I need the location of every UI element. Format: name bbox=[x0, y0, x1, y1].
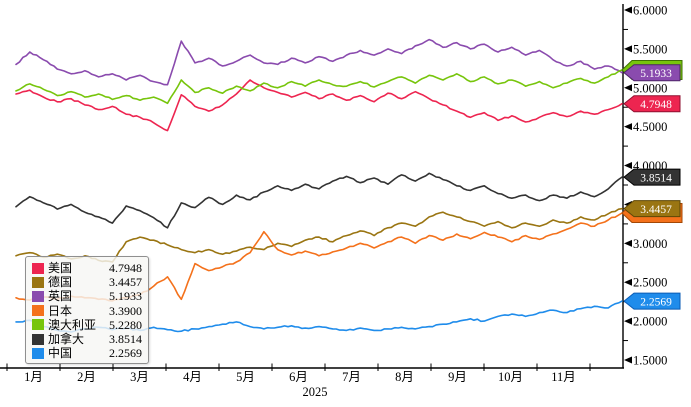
legend-label-japan: 日本 bbox=[48, 303, 73, 318]
x-tick-label: 2月 bbox=[77, 370, 96, 384]
y-tick-label: 6.0000 bbox=[633, 4, 667, 18]
x-tick-label: 1月 bbox=[24, 370, 43, 384]
legend-value-australia: 5.2280 bbox=[109, 317, 142, 332]
y-tick-label: 2.0000 bbox=[633, 315, 667, 329]
legend-value-uk: 5.1933 bbox=[109, 289, 142, 304]
legend-item-canada[interactable]: 加拿大 3.8514 bbox=[32, 332, 142, 346]
axis-badge-us bbox=[623, 95, 681, 113]
legend-label-china: 中国 bbox=[48, 346, 73, 361]
year-label: 2025 bbox=[303, 385, 328, 399]
legend-value-china: 2.2569 bbox=[109, 346, 142, 361]
series-line-canada bbox=[15, 172, 623, 229]
x-tick-label: 6月 bbox=[289, 370, 308, 384]
legend: 美国 4.7948 德国 3.4457 英国 5.1933 日本 3.3900 澳大利亚 5.22… bbox=[25, 256, 149, 365]
series-line-germany bbox=[15, 207, 623, 263]
legend-label-us: 美国 bbox=[48, 261, 73, 275]
axes bbox=[0, 4, 624, 369]
legend-item-japan[interactable]: 日本 3.3900 bbox=[32, 304, 142, 318]
y-tick-label: 3.0000 bbox=[633, 237, 667, 251]
y-tick-label: 5.0000 bbox=[633, 81, 667, 95]
x-tick-label: 4月 bbox=[183, 370, 202, 384]
legend-label-australia: 澳大利亚 bbox=[48, 317, 97, 332]
axis-badge-value-uk: 5.1933 bbox=[640, 68, 672, 80]
legend-value-japan: 3.3900 bbox=[109, 303, 142, 318]
axis-badge-value-china: 2.2569 bbox=[640, 296, 672, 308]
legend-swatch-germany bbox=[32, 276, 44, 288]
legend-swatch-japan bbox=[32, 305, 44, 317]
axis-badge-germany bbox=[623, 200, 681, 218]
legend-value-canada: 3.8514 bbox=[109, 331, 142, 346]
legend-swatch-canada bbox=[32, 333, 44, 345]
x-tick-label: 9月 bbox=[448, 370, 467, 384]
legend-swatch-uk bbox=[32, 290, 44, 302]
x-tick-label: 10月 bbox=[498, 370, 523, 384]
y-tick-label: 2.5000 bbox=[633, 276, 667, 290]
axis-badge-uk bbox=[623, 64, 681, 82]
series-line-uk bbox=[15, 38, 623, 86]
x-tick-label: 3月 bbox=[130, 370, 149, 384]
y-tick-label: 4.5000 bbox=[633, 120, 667, 134]
legend-label-germany: 德国 bbox=[48, 275, 73, 290]
legend-item-australia[interactable]: 澳大利亚 5.2280 bbox=[32, 318, 142, 332]
x-tick-label: 8月 bbox=[395, 370, 414, 384]
legend-item-uk[interactable]: 英国 5.1933 bbox=[32, 289, 142, 303]
legend-swatch-us bbox=[32, 262, 44, 274]
series-line-australia bbox=[15, 69, 623, 105]
axis-badge-china bbox=[623, 292, 681, 310]
legend-value-us: 4.7948 bbox=[109, 261, 142, 275]
x-tick-label: 5月 bbox=[236, 370, 255, 384]
y-tick-label: 1.5000 bbox=[633, 354, 667, 368]
y-tick-label: 5.5000 bbox=[633, 42, 667, 56]
axis-badges: 4.7948 3.4457 5.1933 3.8514 2.2569 bbox=[621, 60, 683, 310]
axis-badge-value-germany: 3.4457 bbox=[640, 204, 672, 216]
legend-label-uk: 英国 bbox=[48, 289, 73, 304]
legend-swatch-australia bbox=[32, 319, 44, 331]
x-axis: 1月 2月 3月 4月 5月 6月 7月 8月 9月 10月 11月 2025 bbox=[6, 363, 591, 399]
legend-item-germany[interactable]: 德国 3.4457 bbox=[32, 275, 142, 289]
legend-value-germany: 3.4457 bbox=[109, 275, 142, 290]
legend-item-china[interactable]: 中国 2.2569 bbox=[32, 346, 142, 360]
axis-badge-value-us: 4.7948 bbox=[640, 99, 672, 111]
axis-badge-canada bbox=[623, 168, 681, 186]
legend-label-canada: 加拿大 bbox=[48, 331, 85, 346]
axis-badge-value-canada: 3.8514 bbox=[640, 172, 672, 184]
x-tick-label: 11月 bbox=[551, 370, 576, 384]
legend-item-us[interactable]: 美国 4.7948 bbox=[32, 261, 142, 275]
legend-swatch-china bbox=[32, 347, 44, 359]
series-line-us bbox=[15, 79, 623, 132]
x-tick-label: 7月 bbox=[342, 370, 361, 384]
